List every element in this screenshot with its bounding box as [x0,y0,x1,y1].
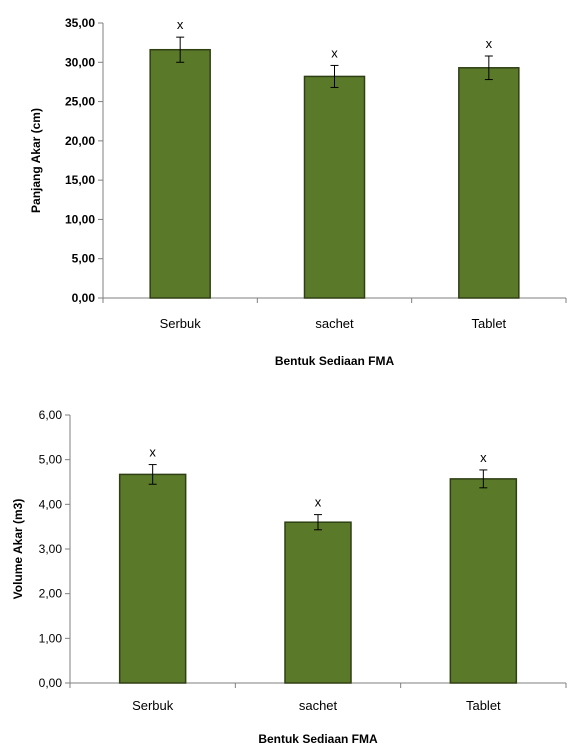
bar [303,75,366,299]
y-tick-label: 4,00 [39,497,63,511]
significance-label: x [331,45,338,60]
y-tick-label: 25,00 [65,95,95,109]
y-tick-label: 20,00 [65,134,95,148]
significance-label: x [480,450,487,465]
bar [118,473,187,684]
y-tick-label: 0,00 [39,676,63,690]
significance-label: x [177,17,184,32]
y-tick-label: 5,00 [72,252,96,266]
x-tick-label: Serbuk [160,316,202,331]
significance-label: x [315,495,322,510]
y-tick-label: 1,00 [39,631,63,645]
root-volume-chart: 0,00 1,00 2,00 3,00 4,00 5,00 6,00 x Serbuk x sach… [11,408,567,746]
x-axis-label: Bentuk Sediaan FMA [275,354,395,368]
y-tick-label: 10,00 [65,212,95,226]
bar [284,521,352,684]
y-tick-label: 35,00 [65,16,95,30]
x-tick-label: sachet [315,316,354,331]
bar [458,67,520,299]
bar [449,478,518,684]
x-tick-label: Serbuk [132,698,174,713]
x-tick-label: Tablet [466,698,501,713]
significance-label: x [149,445,156,460]
significance-label: x [486,36,493,51]
x-tick-label: Tablet [471,316,506,331]
root-length-chart: 0,00 5,00 10,00 15,00 20,00 25,00 30,00 35,00 x S… [29,16,567,368]
bar [149,48,211,299]
y-tick-label: 30,00 [65,55,95,69]
y-tick-label: 3,00 [39,542,63,556]
x-tick-label: sachet [299,698,338,713]
y-tick-label: 5,00 [39,453,63,467]
y-tick-label: 2,00 [39,587,63,601]
y-tick-label: 6,00 [39,408,63,422]
y-tick-label: 0,00 [72,291,96,305]
y-axis-label: Volume Akar (m3) [11,499,25,600]
y-tick-label: 15,00 [65,173,95,187]
y-axis-label: Panjang Akar (cm) [29,108,43,213]
x-axis-label: Bentuk Sediaan FMA [258,732,378,746]
